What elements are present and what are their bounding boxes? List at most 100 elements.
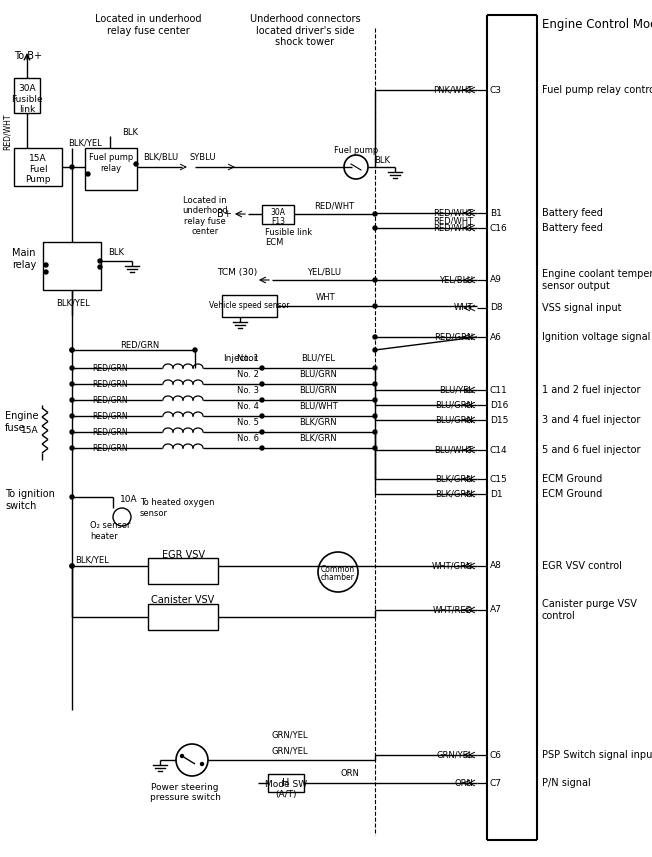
Text: Located in underhood
relay fuse center: Located in underhood relay fuse center [95,14,201,36]
Text: BLU/GRN: BLU/GRN [435,400,473,410]
Circle shape [70,382,74,386]
Text: BLK: BLK [108,248,124,256]
Circle shape [373,398,377,402]
Circle shape [373,335,377,339]
Text: Engine Control Module(ECM): Engine Control Module(ECM) [542,18,652,31]
Circle shape [44,263,48,267]
Text: GRN/YEL: GRN/YEL [272,730,308,740]
Text: D15: D15 [490,416,509,424]
Text: Engine
fuse: Engine fuse [5,411,38,433]
Text: Ignition voltage signal input: Ignition voltage signal input [542,332,652,342]
Text: C16: C16 [490,224,508,232]
Text: BLK/YEL: BLK/YEL [56,298,90,308]
Bar [43,242,101,290]
Text: H: H [282,778,289,788]
Circle shape [373,226,377,230]
Text: 5 and 6 fuel injector: 5 and 6 fuel injector [542,445,640,455]
Text: RED/GRN: RED/GRN [92,444,128,452]
Circle shape [373,430,377,434]
Text: GRN/YEL: GRN/YEL [436,751,473,759]
Text: 15A: 15A [29,153,47,163]
Text: C15: C15 [490,475,508,483]
Text: A6: A6 [490,333,502,341]
Text: Main
relay: Main relay [12,248,37,270]
Text: ECM Ground: ECM Ground [542,489,602,499]
Circle shape [70,398,74,402]
Text: YEL/BLU: YEL/BLU [307,267,341,277]
Text: D1: D1 [490,489,503,499]
Circle shape [260,446,264,450]
Text: Fusible: Fusible [11,94,43,104]
Text: To heated oxygen
sensor: To heated oxygen sensor [140,498,215,518]
Text: No. 4: No. 4 [237,401,259,411]
Text: RED/GRN: RED/GRN [120,340,159,350]
Bar [14,78,40,113]
Bar [148,558,218,584]
Text: A9: A9 [490,275,502,285]
Text: BLU/WHT: BLU/WHT [299,401,337,411]
Text: To B+: To B+ [14,51,42,61]
Text: A8: A8 [490,561,502,571]
Text: ORN: ORN [454,778,473,788]
Text: C14: C14 [490,446,508,454]
Text: EGR VSV: EGR VSV [162,550,205,560]
Circle shape [134,162,138,166]
Circle shape [260,430,264,434]
Text: RED/WHT: RED/WHT [3,114,12,150]
Circle shape [260,382,264,386]
Circle shape [373,278,377,282]
Text: WHT: WHT [453,303,473,313]
Text: No. 5: No. 5 [237,417,259,427]
Circle shape [70,366,74,370]
Text: BLU/YEL: BLU/YEL [301,353,335,363]
Text: No. 1: No. 1 [237,353,259,363]
Circle shape [70,165,74,169]
Circle shape [70,495,74,499]
Circle shape [70,564,74,568]
Circle shape [86,172,90,176]
Circle shape [70,430,74,434]
Text: RED/GRN: RED/GRN [92,380,128,388]
Text: GRN/YEL: GRN/YEL [272,746,308,756]
Circle shape [70,564,74,568]
Text: BLK/GRN: BLK/GRN [436,489,473,499]
Bar [85,148,137,190]
Circle shape [70,348,74,352]
Text: RED/WHT: RED/WHT [433,224,473,232]
Circle shape [373,212,377,216]
Text: ECM Ground: ECM Ground [542,474,602,484]
Text: BLU/YEL: BLU/YEL [439,386,473,394]
Text: RED/GRN: RED/GRN [92,411,128,421]
Text: Fuel pump: Fuel pump [334,146,378,154]
Text: Injector: Injector [223,353,258,363]
Text: To ignition
switch: To ignition switch [5,489,55,511]
Text: BLK: BLK [374,155,390,165]
Text: Fuel pump relay control: Fuel pump relay control [542,85,652,95]
Circle shape [373,446,377,450]
Text: A7: A7 [490,606,502,614]
Text: C6: C6 [490,751,502,759]
Circle shape [373,382,377,386]
Text: Underhood connectors
located driver's side
shock tower: Underhood connectors located driver's si… [250,14,361,47]
Text: WHT/RED: WHT/RED [433,606,473,614]
Text: SYBLU: SYBLU [190,153,216,161]
Text: BLK/GRN: BLK/GRN [299,417,337,427]
Text: D16: D16 [490,400,509,410]
Text: BLU/GRN: BLU/GRN [299,369,337,379]
Text: TCM (30): TCM (30) [217,267,257,277]
Text: Battery feed: Battery feed [542,223,603,233]
Text: Vehicle speed sensor: Vehicle speed sensor [209,302,289,310]
Circle shape [260,366,264,370]
Bar [148,604,218,630]
Text: C3: C3 [490,86,502,94]
Text: BLK/YEL: BLK/YEL [75,555,109,565]
Text: C7: C7 [490,778,502,788]
Circle shape [70,414,74,418]
Text: Pump: Pump [25,175,51,183]
Text: F13: F13 [271,217,285,225]
Text: D8: D8 [490,303,503,313]
Circle shape [373,414,377,418]
Text: B+: B+ [217,209,232,219]
Text: BLU/GRN: BLU/GRN [435,416,473,424]
Text: P/N signal: P/N signal [542,778,591,788]
